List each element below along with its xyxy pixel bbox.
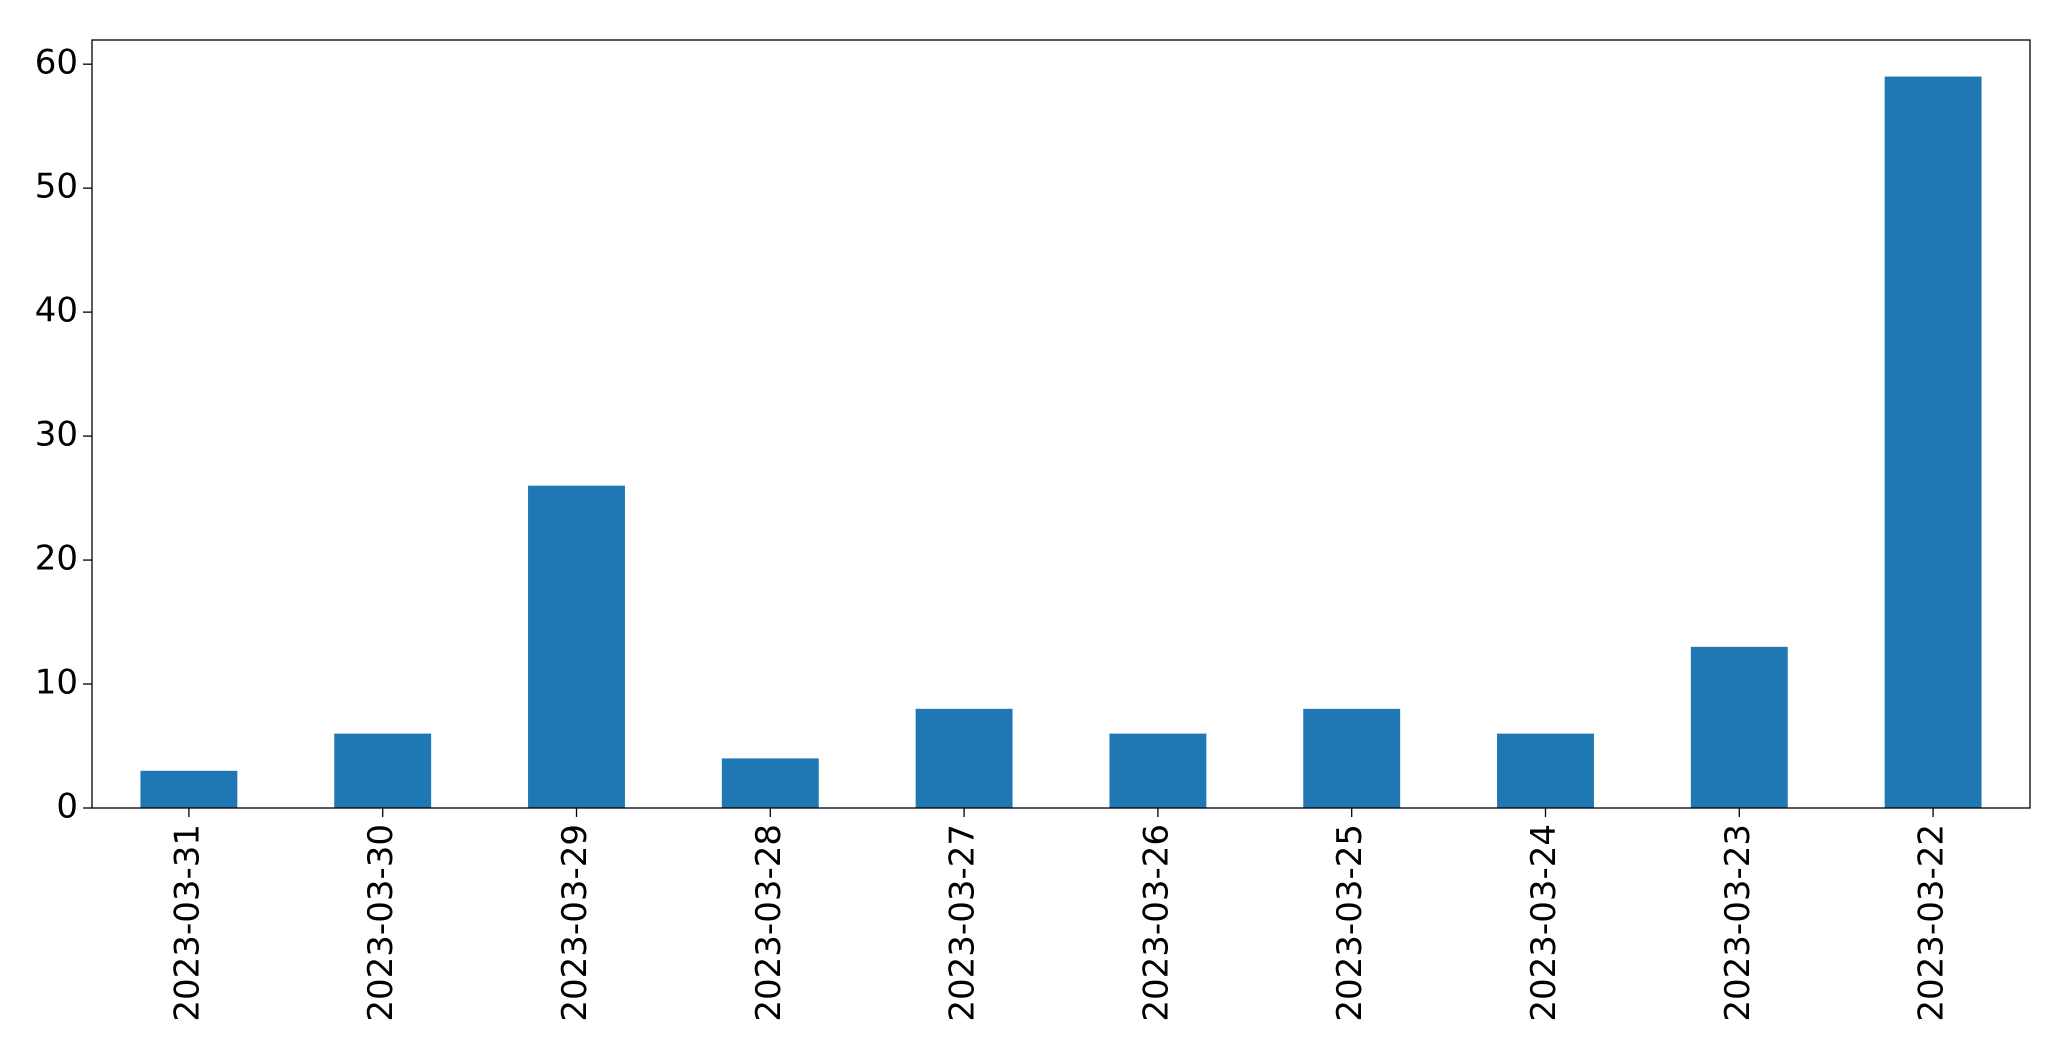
x-tick-label: 2023-03-27 [943, 824, 983, 1022]
bar [1109, 733, 1207, 808]
y-tick-label: 50 [35, 167, 78, 207]
bar [915, 708, 1013, 808]
y-tick-label: 20 [35, 539, 78, 579]
bar [721, 758, 819, 808]
x-tick-label: 2023-03-28 [749, 824, 789, 1022]
y-tick-label: 30 [35, 415, 78, 455]
bar [334, 733, 432, 808]
x-tick-label: 2023-03-30 [361, 824, 401, 1022]
y-tick-label: 40 [35, 291, 78, 331]
x-tick-label: 2023-03-31 [167, 824, 207, 1022]
x-tick-label: 2023-03-29 [555, 824, 595, 1022]
bar [528, 485, 625, 808]
bar [1303, 708, 1401, 808]
x-tick-label: 2023-03-22 [1912, 824, 1952, 1022]
plot-frame [91, 39, 2031, 809]
y-tick-label: 60 [35, 43, 78, 83]
x-tick-label: 2023-03-24 [1524, 824, 1564, 1022]
bar [1884, 76, 1982, 809]
bar [1690, 646, 1788, 808]
bar [1497, 733, 1594, 808]
x-tick-label: 2023-03-25 [1330, 824, 1370, 1022]
y-tick-label: 10 [35, 663, 78, 703]
x-tick-label: 2023-03-23 [1718, 824, 1758, 1022]
bar [140, 770, 238, 808]
x-tick-label: 2023-03-26 [1136, 824, 1176, 1022]
y-tick-label: 0 [56, 787, 78, 827]
